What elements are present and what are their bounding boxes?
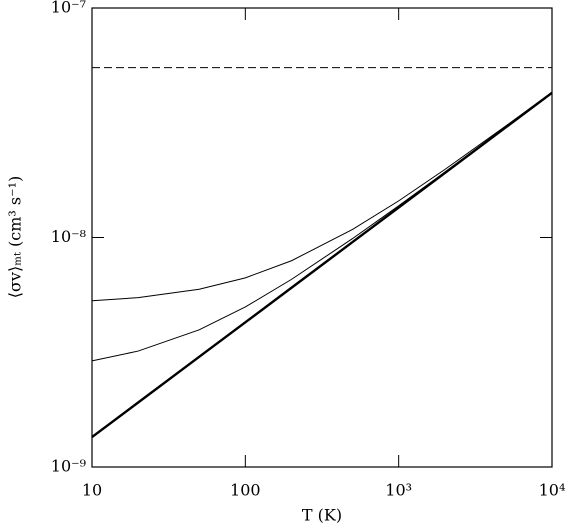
- y-tick-label: 10⁻⁷: [51, 0, 86, 17]
- series-line: [91, 91, 553, 302]
- y-tick-label: 10⁻⁹: [51, 457, 87, 476]
- x-tick-label: 10⁴: [539, 481, 566, 500]
- x-tick-label: 100: [230, 481, 261, 500]
- y-axis-label: ⟨σv⟩ₘₜ (cm³ s⁻¹): [6, 176, 25, 298]
- x-tick-label: 10: [82, 481, 102, 500]
- series-line: [91, 92, 553, 362]
- plot-frame: [91, 7, 553, 468]
- y-tick-label: 10⁻⁸: [51, 227, 86, 246]
- x-tick-label: 10³: [385, 481, 412, 500]
- x-axis-label: T (K): [302, 506, 342, 525]
